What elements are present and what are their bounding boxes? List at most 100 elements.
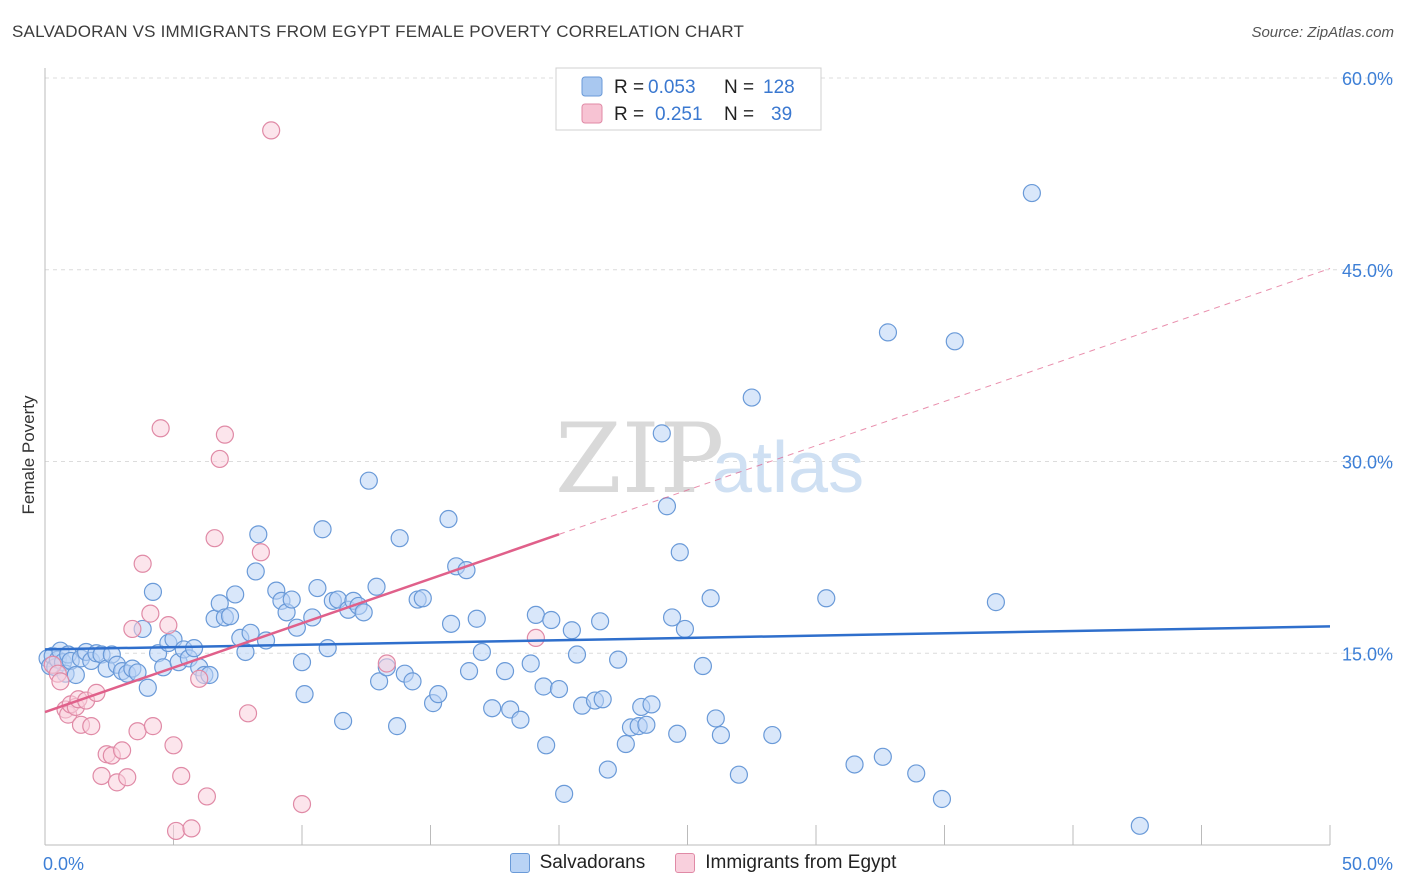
x-tick-label: 50.0%	[1342, 854, 1393, 874]
legend-swatch-egypt	[581, 103, 603, 124]
y-tick-label: 15.0%	[1342, 644, 1393, 664]
watermark-zip: ZIP	[555, 403, 724, 515]
data-point	[282, 590, 301, 609]
legend-n-value-1: 128	[763, 77, 795, 98]
data-point	[210, 449, 229, 469]
axes	[44, 68, 1331, 846]
data-point	[742, 388, 761, 407]
data-point	[92, 766, 111, 786]
data-point	[483, 699, 502, 718]
data-point	[82, 717, 101, 736]
series-label-salvadorans: Salvadorans	[539, 852, 646, 873]
data-point	[693, 656, 713, 676]
data-point	[1022, 183, 1041, 203]
data-point	[390, 529, 409, 548]
data-point	[354, 603, 373, 622]
data-point	[932, 789, 952, 809]
data-point	[609, 650, 628, 669]
series-label-egypt: Immigrants from Egypt	[705, 852, 897, 873]
data-point	[246, 562, 265, 581]
data-point	[367, 577, 386, 596]
legend-n-label-1: N =	[724, 77, 754, 98]
data-point	[249, 525, 268, 544]
series-swatch-egypt	[675, 853, 696, 873]
data-point	[817, 589, 836, 608]
data-point	[616, 734, 635, 754]
data-point	[308, 578, 327, 598]
data-point	[262, 121, 281, 140]
data-point	[143, 582, 163, 601]
data-point	[172, 766, 191, 786]
data-point	[66, 665, 85, 685]
data-point	[873, 747, 892, 766]
y-tick-label: 45.0%	[1342, 261, 1393, 281]
watermark-atlas: atlas	[712, 428, 864, 508]
data-point	[141, 604, 160, 623]
series-swatch-salvadorans	[509, 853, 530, 873]
data-point	[662, 608, 682, 627]
trend-line-extension	[558, 267, 1331, 535]
data-point	[413, 589, 432, 608]
data-point	[526, 628, 545, 648]
data-point	[292, 794, 312, 814]
data-point	[593, 690, 612, 709]
legend-r-label-1: R =	[614, 77, 644, 98]
data-point	[151, 419, 170, 438]
data-points	[38, 121, 1149, 841]
legend-n-label-2: N =	[724, 104, 754, 125]
data-point	[220, 607, 240, 626]
series-legend-egypt: Immigrants from Egypt	[675, 852, 896, 874]
data-point	[555, 784, 574, 803]
legend-swatch-salvadorans	[581, 76, 603, 97]
data-point	[845, 755, 864, 774]
data-point	[318, 639, 337, 658]
data-point	[429, 685, 448, 704]
data-point	[591, 612, 610, 631]
data-point	[675, 619, 695, 639]
source-credit: Source: ZipAtlas.com	[1251, 24, 1394, 41]
data-point	[197, 787, 217, 806]
data-point	[190, 669, 209, 688]
data-point	[205, 529, 224, 548]
data-point	[387, 717, 407, 736]
data-point	[668, 724, 687, 743]
data-point	[526, 605, 545, 625]
data-point	[112, 741, 132, 760]
data-point	[51, 672, 70, 691]
data-point	[729, 765, 749, 784]
data-point	[459, 662, 479, 681]
series-egypt	[43, 121, 545, 841]
data-point	[652, 424, 671, 443]
data-point	[763, 725, 782, 745]
data-point	[295, 685, 314, 704]
data-point	[123, 619, 142, 639]
data-point	[128, 722, 147, 741]
data-point	[511, 710, 530, 729]
data-point	[159, 616, 178, 635]
data-point	[441, 614, 461, 633]
data-point	[184, 639, 204, 658]
data-point	[403, 672, 422, 691]
x-tick-label: 0.0%	[43, 854, 84, 874]
data-point	[292, 653, 312, 672]
data-point	[711, 725, 731, 745]
data-point	[439, 509, 458, 529]
data-point	[706, 709, 725, 728]
data-point	[215, 425, 234, 444]
data-point	[945, 332, 964, 351]
data-point	[878, 323, 898, 342]
watermark: ZIP atlas	[555, 403, 864, 515]
data-point	[118, 768, 137, 787]
data-point	[467, 609, 486, 628]
data-point	[637, 715, 656, 734]
data-point	[334, 711, 353, 731]
data-point	[370, 672, 389, 691]
data-point	[182, 819, 201, 838]
data-point	[534, 677, 553, 696]
data-point	[542, 610, 561, 630]
grid-lines	[45, 77, 1395, 654]
data-point	[537, 736, 556, 755]
data-point	[87, 683, 106, 702]
legend-r-value-1: 0.053	[648, 77, 696, 98]
data-point	[598, 760, 617, 779]
